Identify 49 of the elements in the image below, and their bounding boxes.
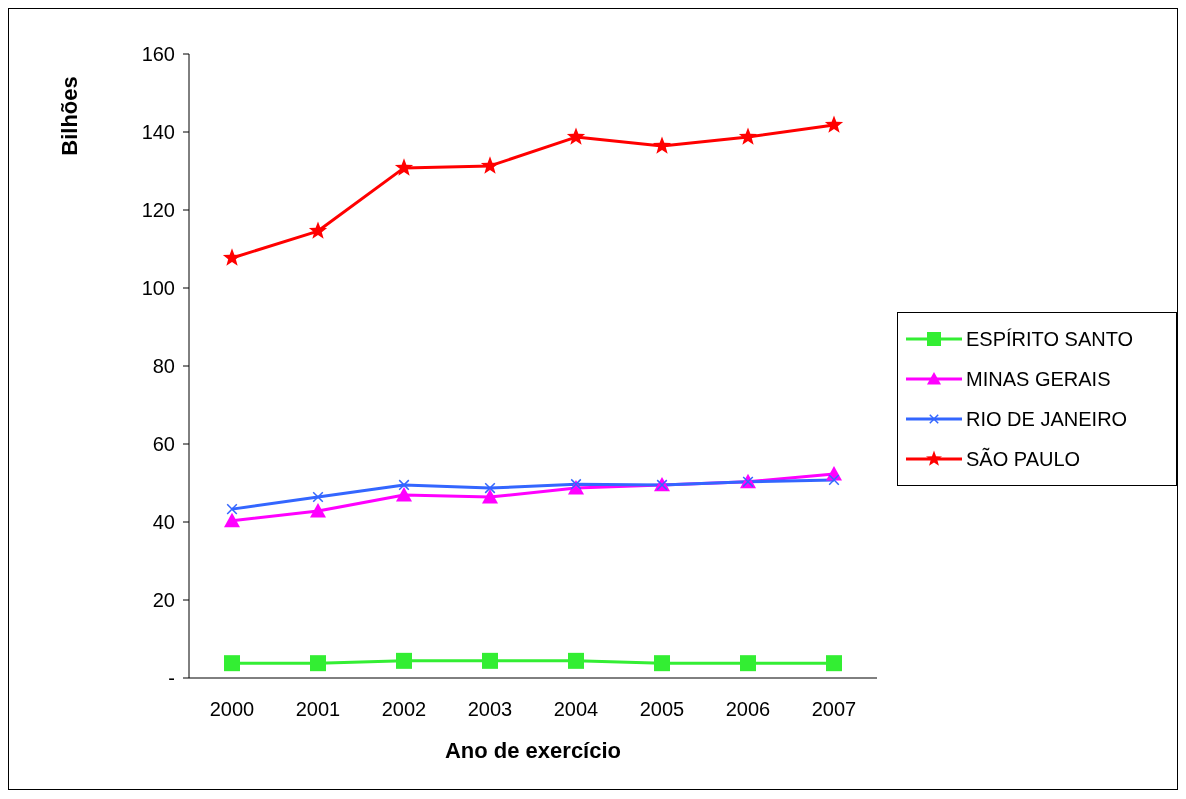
point <box>308 221 328 239</box>
point <box>480 156 500 174</box>
point <box>312 491 324 503</box>
x-tick-label: 2006 <box>725 698 771 721</box>
point <box>482 489 498 504</box>
point <box>224 655 240 672</box>
y-axis-title: Bilhões <box>56 76 82 156</box>
point <box>484 482 496 494</box>
point <box>652 136 672 154</box>
y-tick-label: 40 <box>152 511 175 534</box>
point <box>310 655 326 672</box>
legend-label: MINAS GERAIS <box>966 367 1111 391</box>
legend-label: ESPÍRITO SANTO <box>966 327 1134 351</box>
y-tick-label: - <box>168 667 175 690</box>
point <box>740 655 756 672</box>
x-tick-label: 2004 <box>553 698 599 721</box>
legend-label: RIO DE JANEIRO <box>966 407 1128 431</box>
point <box>738 127 758 145</box>
point <box>396 487 412 502</box>
point <box>224 512 240 528</box>
x-tick-label: 2005 <box>639 698 685 721</box>
point <box>828 474 840 486</box>
point <box>310 503 326 518</box>
y-tick-label: 60 <box>152 433 175 456</box>
y-tick-label: 120 <box>141 199 175 222</box>
point <box>398 479 410 491</box>
point <box>826 655 842 672</box>
y-tick-label: 80 <box>152 355 175 378</box>
point <box>824 115 844 133</box>
x-tick-label: 2007 <box>811 698 857 721</box>
legend-label: SÃO PAULO <box>966 447 1081 471</box>
point <box>654 655 670 672</box>
point <box>566 127 586 145</box>
point <box>482 652 498 669</box>
point <box>222 248 242 266</box>
x-tick-label: 2002 <box>381 698 427 721</box>
x-tick-label: 2001 <box>295 698 341 721</box>
point <box>394 158 414 176</box>
y-tick-label: 140 <box>141 121 175 144</box>
point <box>226 503 238 515</box>
y-tick-label: 100 <box>141 277 175 300</box>
x-tick-label: 2003 <box>467 698 513 721</box>
x-axis-title: Ano de exercício <box>444 738 622 763</box>
x-tick-label: 2000 <box>209 698 255 721</box>
point <box>396 652 412 669</box>
y-tick-label: 20 <box>152 589 175 612</box>
y-tick-label: 160 <box>141 43 175 66</box>
point <box>570 478 582 490</box>
point <box>568 652 584 669</box>
